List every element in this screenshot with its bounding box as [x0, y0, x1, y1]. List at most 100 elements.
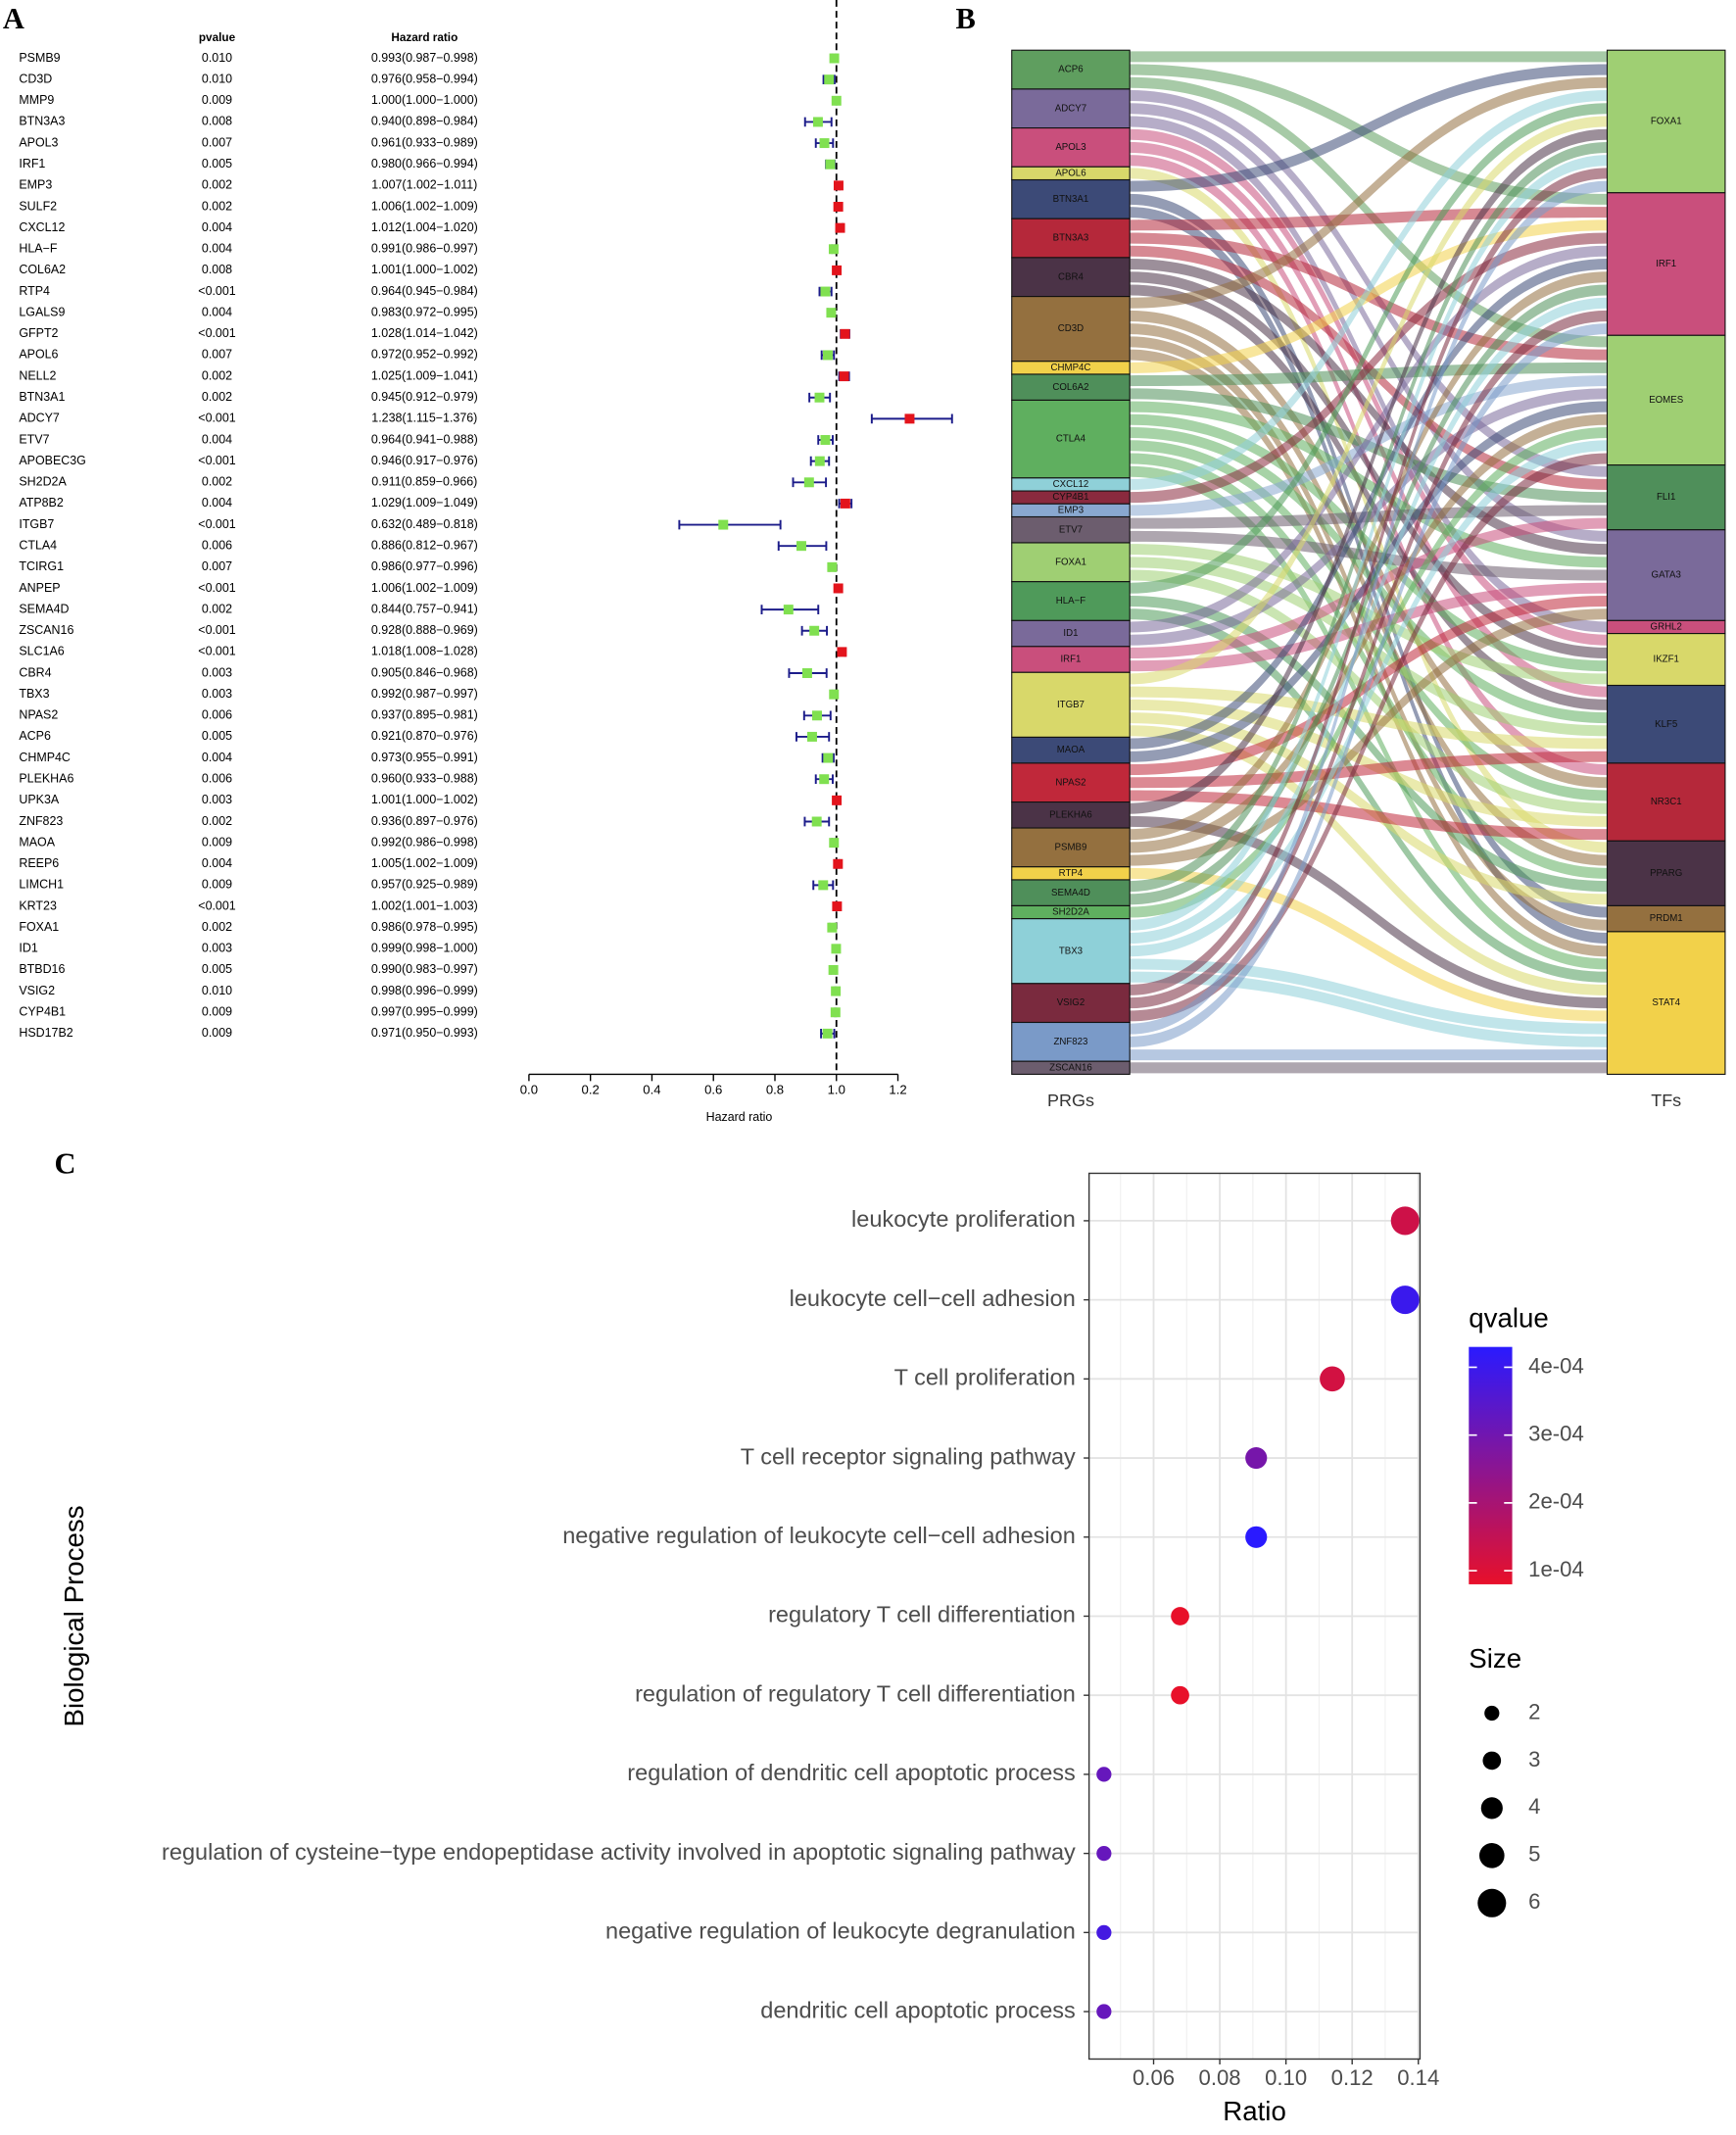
- flow: [1130, 90, 1608, 477]
- pvalue-label: 0.009: [202, 1026, 232, 1040]
- gene-label: HLA−F: [19, 242, 57, 256]
- flow: [1130, 116, 1608, 685]
- node-label: CTLA4: [1056, 434, 1086, 445]
- x-tick-label: 0.2: [582, 1083, 600, 1097]
- node-label: APOL3: [1055, 142, 1085, 153]
- hr-label: 1.025(1.009−1.041): [371, 368, 478, 382]
- size-label: 5: [1528, 1842, 1540, 1867]
- node: [1606, 840, 1726, 906]
- x-axis-title: Hazard ratio: [706, 1110, 773, 1124]
- node-label: COL6A2: [1052, 382, 1088, 393]
- flow: [1130, 168, 1608, 853]
- hr-point: [806, 731, 817, 742]
- pvalue-label: 0.004: [202, 856, 232, 870]
- node: [1011, 762, 1131, 803]
- pvalue-label: <0.001: [198, 898, 235, 912]
- node-label: GATA3: [1652, 570, 1681, 581]
- node: [1606, 192, 1726, 336]
- flow: [1130, 427, 1608, 724]
- hr-point: [828, 964, 839, 975]
- flow: [1130, 284, 1608, 905]
- gene-label: SH2D2A: [19, 475, 67, 489]
- gene-label: CHMP4C: [19, 751, 71, 764]
- pvalue-label: 0.006: [202, 708, 232, 722]
- hr-point: [814, 392, 825, 403]
- gene-label: MMP9: [19, 93, 54, 107]
- size-key: [1480, 1797, 1503, 1820]
- gene-label: CTLA4: [19, 538, 57, 552]
- pvalue-label: <0.001: [198, 517, 235, 531]
- dot: [1096, 1767, 1112, 1782]
- hr-point: [819, 774, 830, 785]
- flow: [1130, 712, 1608, 905]
- hr-point: [904, 413, 915, 424]
- node-label: BTN3A1: [1053, 194, 1089, 205]
- node-label: RTP4: [1059, 868, 1084, 879]
- hr-point: [783, 605, 794, 615]
- node: [1011, 399, 1131, 479]
- flow: [1130, 596, 1608, 893]
- hr-label: 0.972(0.952−0.992): [371, 348, 478, 362]
- dot: [1390, 1206, 1420, 1236]
- hr-label: 0.990(0.983−0.997): [371, 962, 478, 976]
- hr-point: [833, 202, 844, 212]
- colorbar-label: 1e-04: [1528, 1557, 1584, 1581]
- hr-point: [832, 265, 843, 275]
- node-label: ETV7: [1059, 524, 1083, 535]
- gene-label: NELL2: [19, 368, 56, 382]
- gene-label: MAOA: [19, 835, 55, 849]
- pvalue-label: <0.001: [198, 454, 235, 467]
- hr-label: 0.961(0.933−0.989): [371, 135, 478, 149]
- hr-label: 0.945(0.912−0.979): [371, 390, 478, 404]
- node: [1011, 918, 1131, 985]
- error-bar: [678, 519, 782, 530]
- pvalue-label: 0.009: [202, 835, 232, 849]
- hr-point: [835, 222, 845, 233]
- pvalue-label: 0.009: [202, 1005, 232, 1019]
- hr-label: 0.993(0.987−0.998): [371, 51, 478, 65]
- gene-label: TBX3: [19, 687, 49, 701]
- gene-label: BTN3A3: [19, 115, 65, 128]
- gene-label: ETV7: [19, 432, 49, 446]
- gene-label: KRT23: [19, 898, 57, 912]
- dot: [1245, 1526, 1268, 1548]
- pvalue-label: 0.002: [202, 475, 232, 489]
- hr-label: 1.006(1.002−1.009): [371, 199, 478, 213]
- size-label: 3: [1528, 1747, 1540, 1771]
- dot: [1390, 1286, 1420, 1315]
- category-label: negative regulation of leukocyte degranu…: [605, 1918, 1076, 1944]
- flow: [1130, 141, 1608, 698]
- flow: [1130, 323, 1608, 1047]
- hr-point: [832, 795, 843, 805]
- node-label: FLI1: [1657, 492, 1675, 503]
- pvalue-label: 0.002: [202, 178, 232, 192]
- flow: [1130, 64, 1608, 205]
- node-label: NR3C1: [1651, 797, 1682, 807]
- gene-label: ZNF823: [19, 814, 63, 828]
- node-label: PRDM1: [1650, 913, 1683, 924]
- node: [1011, 619, 1131, 648]
- hr-point: [822, 350, 833, 361]
- flow: [1130, 815, 1608, 1009]
- flow: [1130, 971, 1608, 1047]
- gene-label: IRF1: [19, 157, 45, 170]
- x-tick-label: 0.06: [1133, 2065, 1175, 2090]
- flow: [1130, 453, 1608, 879]
- flow: [1130, 284, 1608, 710]
- flow: [1130, 76, 1608, 309]
- hr-point: [812, 710, 822, 721]
- hr-label: 1.018(1.008−1.028): [371, 645, 478, 658]
- node-label: IKZF1: [1654, 655, 1679, 665]
- gene-label: BTN3A1: [19, 390, 65, 404]
- flow: [1130, 141, 1608, 893]
- node-label: ITGB7: [1057, 700, 1085, 710]
- flow: [1130, 271, 1608, 841]
- node: [1011, 218, 1131, 259]
- hr-point: [833, 858, 844, 869]
- hr-label: 0.921(0.870−0.976): [371, 729, 478, 743]
- gene-label: EMP3: [19, 178, 52, 192]
- gene-label: ANPEP: [19, 581, 60, 595]
- hr-label: 0.928(0.888−0.969): [371, 623, 478, 637]
- pvalue-label: 0.004: [202, 220, 232, 234]
- node: [1011, 1021, 1131, 1062]
